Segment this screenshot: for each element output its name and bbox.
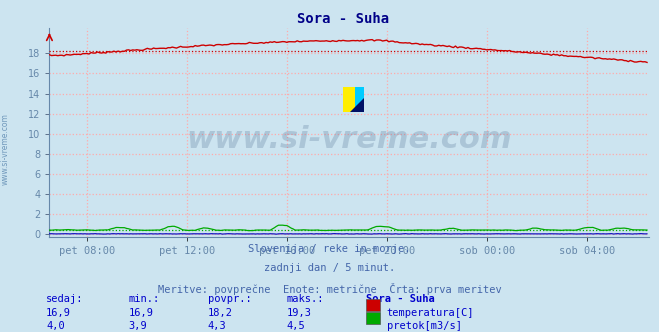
Text: Meritve: povprečne  Enote: metrične  Črta: prva meritev: Meritve: povprečne Enote: metrične Črta:… [158,283,501,294]
Text: Sora - Suha: Sora - Suha [297,12,389,26]
Text: povpr.:: povpr.: [208,294,251,304]
Text: 3,9: 3,9 [129,321,147,331]
Text: min.:: min.: [129,294,159,304]
Text: 16,9: 16,9 [129,308,154,318]
Text: www.si-vreme.com: www.si-vreme.com [1,114,10,185]
Text: 19,3: 19,3 [287,308,312,318]
Text: 4,0: 4,0 [46,321,65,331]
Text: maks.:: maks.: [287,294,324,304]
Text: pretok[m3/s]: pretok[m3/s] [387,321,462,331]
Text: 18,2: 18,2 [208,308,233,318]
Text: sedaj:: sedaj: [46,294,84,304]
Text: temperatura[C]: temperatura[C] [387,308,474,318]
Text: www.si-vreme.com: www.si-vreme.com [186,124,512,154]
Text: 4,5: 4,5 [287,321,305,331]
Text: 16,9: 16,9 [46,308,71,318]
Text: zadnji dan / 5 minut.: zadnji dan / 5 minut. [264,263,395,273]
Text: Slovenija / reke in morje.: Slovenija / reke in morje. [248,244,411,254]
Text: 4,3: 4,3 [208,321,226,331]
Text: Sora - Suha: Sora - Suha [366,294,434,304]
